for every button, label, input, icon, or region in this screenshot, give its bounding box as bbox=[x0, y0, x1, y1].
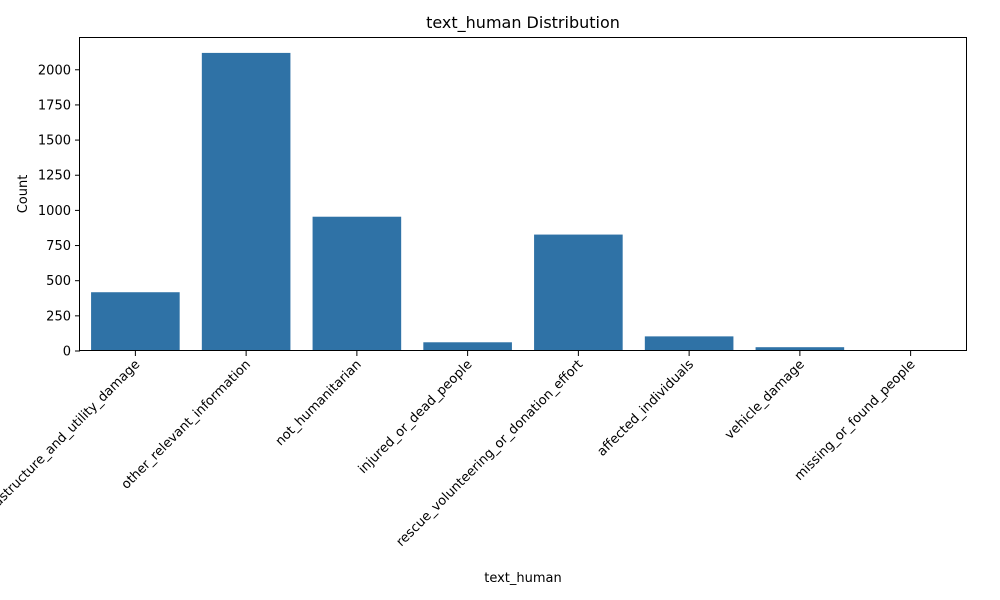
x-axis-title: text_human bbox=[484, 571, 562, 586]
bar-not-humanitarian bbox=[312, 216, 402, 351]
y-tick-label: 1750 bbox=[38, 98, 71, 113]
bar-rescue-volunteering-or-donation-effort bbox=[534, 234, 623, 351]
chart-title: text_human Distribution bbox=[426, 13, 620, 33]
bar-vehicle-damage bbox=[755, 347, 845, 351]
y-axis-title: Count bbox=[16, 175, 31, 214]
bar-affected-individuals bbox=[644, 336, 734, 351]
y-axis-ticks: 0 250 500 750 1000 1250 1500 1750 2000 bbox=[38, 63, 80, 360]
bar-injured-or-dead-people bbox=[423, 342, 512, 351]
y-tick-label: 1250 bbox=[38, 169, 71, 184]
bar-infrastructure-and-utility-damage bbox=[91, 292, 180, 351]
y-tick-label: 500 bbox=[46, 274, 71, 289]
y-tick-label: 1500 bbox=[38, 134, 71, 149]
y-tick-label: 0 bbox=[63, 345, 71, 360]
bars bbox=[91, 52, 955, 352]
y-tick-label: 750 bbox=[46, 239, 71, 254]
bar-other-relevant-information bbox=[201, 52, 291, 352]
y-tick-label: 250 bbox=[46, 309, 71, 324]
y-tick-label: 1000 bbox=[38, 204, 71, 219]
plot-area-frame bbox=[79, 37, 967, 351]
y-tick-label: 2000 bbox=[38, 63, 71, 78]
